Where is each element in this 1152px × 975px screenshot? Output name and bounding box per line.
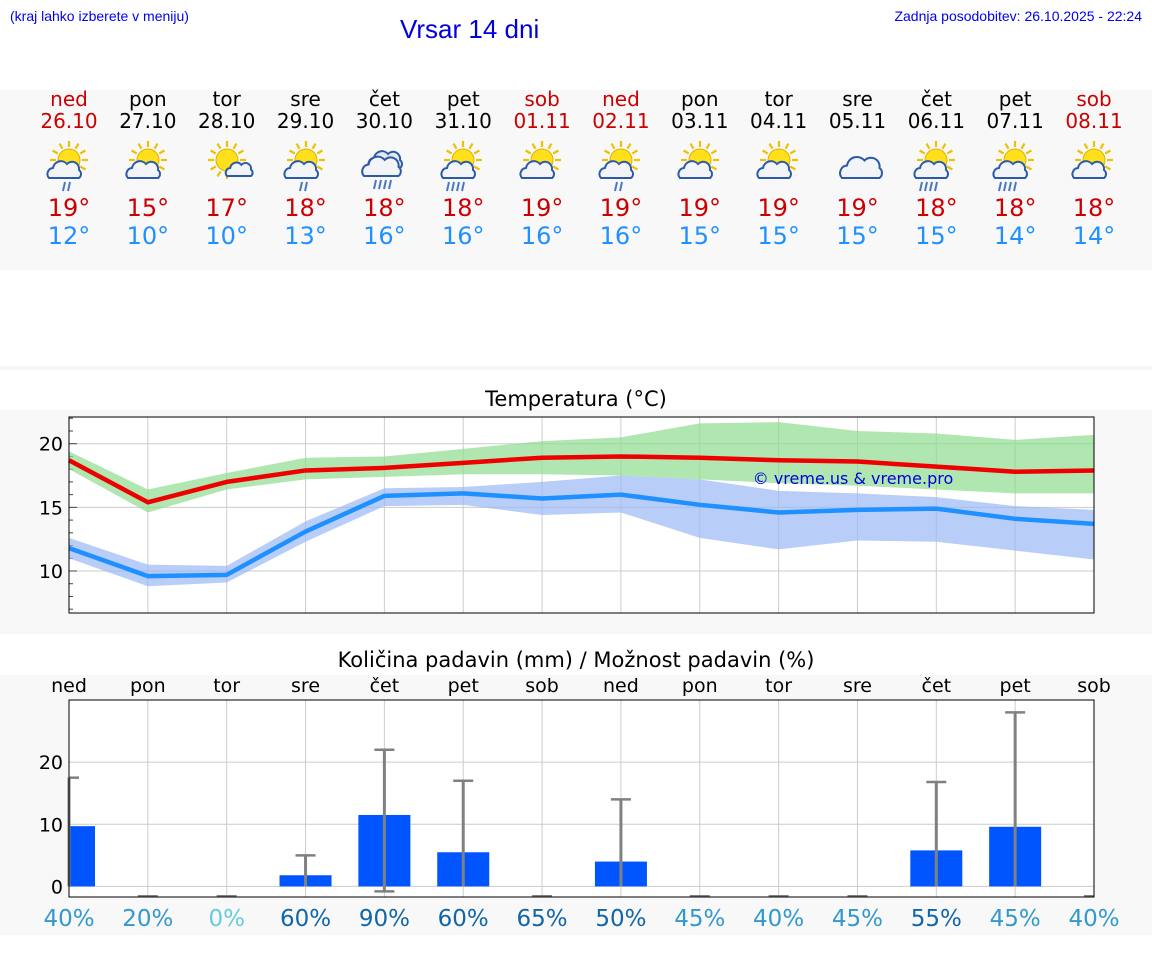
- day-date: 29.10: [276, 109, 335, 133]
- min-temperature: 16°: [441, 222, 485, 250]
- forecast-day: pon 03.11 19° 15°: [660, 88, 740, 250]
- max-temperature: 17°: [205, 194, 248, 222]
- location-menu-note: (kraj lahko izberete v meniju): [10, 8, 189, 24]
- sun-cloud-heavy-rain-icon: [992, 141, 1035, 192]
- max-temperature: 19°: [47, 194, 91, 222]
- day-name: tor: [212, 87, 241, 111]
- min-temperature: 14°: [993, 222, 1037, 250]
- sun-cloud-icon: [125, 141, 167, 179]
- day-date: 28.10: [198, 109, 256, 133]
- day-name: tor: [764, 87, 793, 111]
- forecast-day: pet 31.10 18° 16°: [423, 88, 503, 250]
- min-temperature: 16°: [520, 222, 564, 250]
- page-title: Vrsar 14 dni: [400, 14, 540, 44]
- forecast-day: sob 01.11 19° 16°: [502, 88, 582, 250]
- max-temperature: 18°: [1072, 194, 1116, 222]
- day-name: sre: [842, 87, 873, 111]
- forecast-day: pon 27.10 15° 10°: [108, 88, 188, 250]
- day-date: 04.11: [750, 109, 808, 133]
- forecast-day: sob 08.11 18° 14°: [1054, 88, 1134, 250]
- temperature-panel-background: [0, 410, 1152, 634]
- day-name: sob: [524, 87, 560, 111]
- max-temperature: 18°: [993, 194, 1037, 222]
- min-temperature: 16°: [599, 222, 643, 250]
- day-date: 06.11: [907, 109, 965, 133]
- forecast-day: tor 04.11 19° 15°: [739, 88, 819, 250]
- max-temperature: 19°: [836, 194, 879, 222]
- day-date: 27.10: [119, 109, 177, 133]
- day-date: 03.11: [671, 109, 729, 133]
- day-name: čet: [920, 87, 952, 111]
- day-name: pet: [446, 87, 480, 111]
- min-temperature: 15°: [678, 222, 722, 250]
- cloud-rain-icon: [361, 150, 404, 190]
- forecast-day: tor 28.10 17° 10°: [187, 88, 267, 250]
- max-temperature: 15°: [126, 194, 170, 222]
- max-temperature: 18°: [284, 194, 327, 222]
- day-date: 07.11: [986, 109, 1044, 133]
- min-temperature: 15°: [836, 222, 879, 250]
- precipitation-chart-title: Količina padavin (mm) / Možnost padavin …: [337, 648, 815, 672]
- min-temperature: 10°: [205, 222, 248, 250]
- forecast-day: čet 30.10 18° 16°: [344, 88, 424, 250]
- sun-cloud-icon: [756, 141, 798, 179]
- day-date: 26.10: [40, 109, 98, 133]
- max-temperature: 19°: [678, 194, 722, 222]
- max-temperature: 18°: [363, 194, 406, 222]
- forecast-day: sre 05.11 19° 15°: [818, 88, 898, 250]
- forecast-strip-background: [0, 90, 1152, 270]
- last-updated: Zadnja posodobitev: 26.10.2025 - 22:24: [894, 8, 1142, 24]
- day-name: ned: [50, 87, 88, 111]
- min-temperature: 14°: [1072, 222, 1116, 250]
- day-name: sre: [290, 87, 321, 111]
- sun-cloud-icon: [1071, 141, 1114, 179]
- min-temperature: 12°: [47, 222, 91, 250]
- day-name: čet: [368, 87, 400, 111]
- max-temperature: 18°: [441, 194, 485, 222]
- day-date: 05.11: [828, 109, 887, 133]
- sun-cloud-icon: [677, 141, 719, 179]
- sun-cloud-heavy-rain-icon: [913, 141, 956, 192]
- min-temperature: 16°: [363, 222, 406, 250]
- day-date: 30.10: [355, 109, 414, 133]
- sun-cloud-icon: [519, 141, 562, 179]
- sun-cloud-rain-icon: [283, 141, 325, 192]
- max-temperature: 19°: [520, 194, 564, 222]
- day-date: 08.11: [1065, 109, 1123, 133]
- forecast-day: sre 29.10 18° 13°: [266, 88, 346, 250]
- divider: [0, 366, 1152, 370]
- day-date: 31.10: [434, 109, 492, 133]
- min-temperature: 10°: [126, 222, 170, 250]
- max-temperature: 19°: [599, 194, 643, 222]
- sun-cloud-rain-icon: [598, 141, 640, 192]
- day-name: pon: [680, 87, 719, 111]
- cloud-icon: [838, 156, 883, 179]
- forecast-day: ned 02.11 19° 16°: [581, 88, 661, 250]
- day-date: 02.11: [592, 109, 650, 133]
- max-temperature: 18°: [915, 194, 958, 222]
- precipitation-panel-background: [0, 675, 1152, 935]
- day-name: sob: [1076, 87, 1112, 111]
- forecast-day: ned 26.10 19° 12°: [29, 88, 109, 250]
- min-temperature: 15°: [757, 222, 800, 250]
- day-name: ned: [602, 87, 640, 111]
- temperature-chart-title: Temperatura (°C): [485, 387, 667, 411]
- day-name: pon: [129, 87, 167, 111]
- forecast-day: čet 06.11 18° 15°: [896, 88, 976, 250]
- sun-cloud-heavy-rain-icon: [440, 141, 483, 192]
- day-name: pet: [998, 87, 1032, 111]
- min-temperature: 15°: [915, 222, 958, 250]
- min-temperature: 13°: [284, 222, 327, 250]
- sun-cloud-rain-icon: [46, 141, 88, 192]
- day-date: 01.11: [513, 109, 571, 133]
- forecast-day: pet 07.11 18° 14°: [975, 88, 1055, 250]
- max-temperature: 19°: [757, 194, 800, 222]
- sun-small-cloud-icon: [207, 141, 254, 179]
